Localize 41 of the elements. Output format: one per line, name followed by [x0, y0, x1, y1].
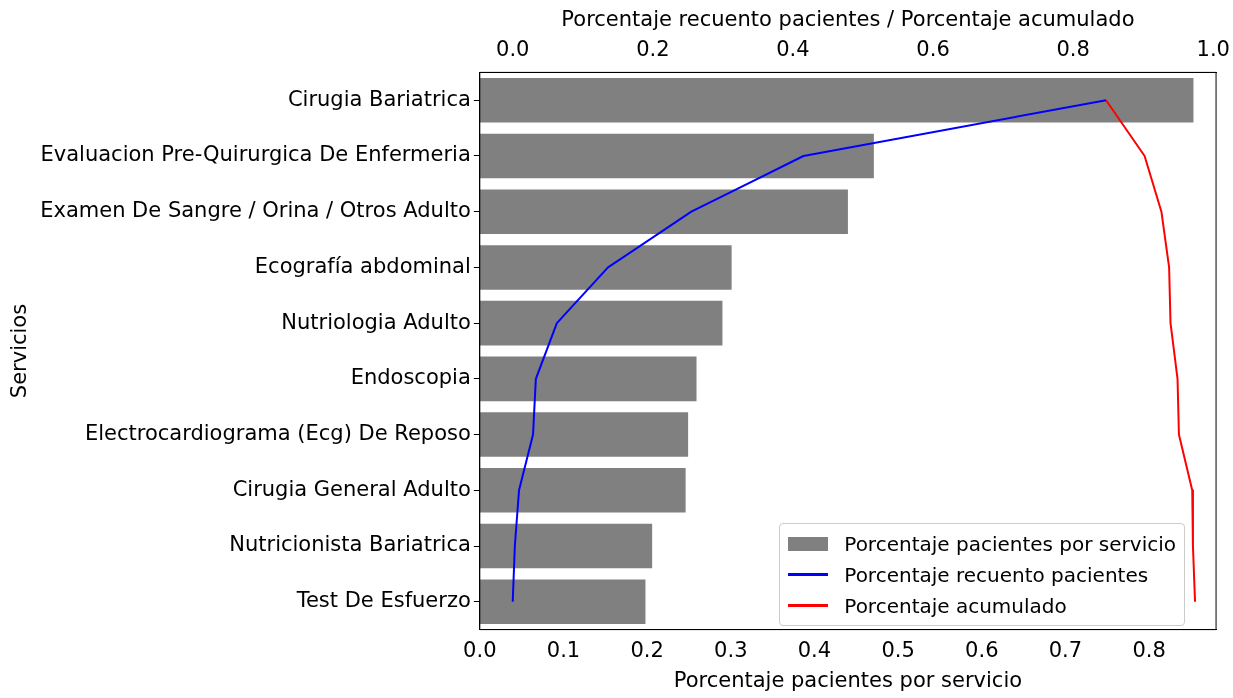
bar	[479, 300, 723, 346]
x-tick-label: 0.0	[463, 637, 497, 662]
x-tick-label: 0.1	[546, 637, 581, 662]
x2-tick-label: 0.0	[496, 37, 530, 62]
y-tick-label: Nutricionista Bariatrica	[229, 532, 471, 557]
x2-axis-title: Porcentaje recuento pacientes / Porcentaje acumulado	[561, 7, 1135, 32]
y-tick-label: Test De Esfuerzo	[295, 588, 471, 613]
bar	[479, 523, 653, 569]
x2-tick-label: 1.0	[1196, 37, 1230, 62]
x-axis-title: Porcentaje pacientes por servicio	[673, 667, 1023, 692]
x2-tick-label: 0.4	[776, 37, 810, 62]
legend-label: Porcentaje acumulado	[844, 593, 1067, 618]
bar	[479, 412, 689, 457]
y-tick-label: Cirugia General Adulto	[232, 476, 471, 501]
x-tick-label: 0.5	[881, 637, 915, 662]
legend-label: Porcentaje recuento pacientes	[844, 562, 1149, 587]
x2-tick-label: 0.2	[636, 37, 670, 62]
y-tick-label: Evaluacion Pre-Quirurgica De Enfermeria	[40, 142, 471, 167]
y-tick-label: Endoscopia	[350, 365, 471, 390]
bar	[479, 77, 1194, 123]
x2-tick-label: 0.6	[916, 37, 950, 62]
bar	[479, 245, 732, 290]
bar	[479, 579, 646, 625]
y-tick-label: Examen De Sangre / Orina / Otros Adulto	[40, 198, 471, 223]
bar	[479, 468, 686, 513]
y-tick-label: Cirugia Bariatrica	[287, 86, 471, 111]
x2-tick-label: 0.8	[1056, 37, 1090, 62]
x-tick-label: 0.4	[797, 637, 832, 662]
y-tick-label: Electrocardiograma (Ecg) De Reposo	[84, 421, 471, 446]
x-tick-label: 0.6	[965, 637, 999, 662]
legend-label: Porcentaje pacientes por servicio	[844, 531, 1176, 556]
bar	[479, 189, 848, 234]
y-tick-label: Nutriologia Adulto	[281, 309, 471, 334]
bar	[479, 356, 697, 402]
x-tick-label: 0.2	[630, 637, 664, 662]
x-tick-label: 0.8	[1132, 637, 1166, 662]
y-tick-label: Ecografía abdominal	[254, 253, 471, 278]
y-axis-title: Servicios	[7, 303, 32, 399]
x-tick-label: 0.7	[1048, 637, 1083, 662]
bar	[479, 133, 874, 179]
x-tick-label: 0.3	[714, 637, 748, 662]
